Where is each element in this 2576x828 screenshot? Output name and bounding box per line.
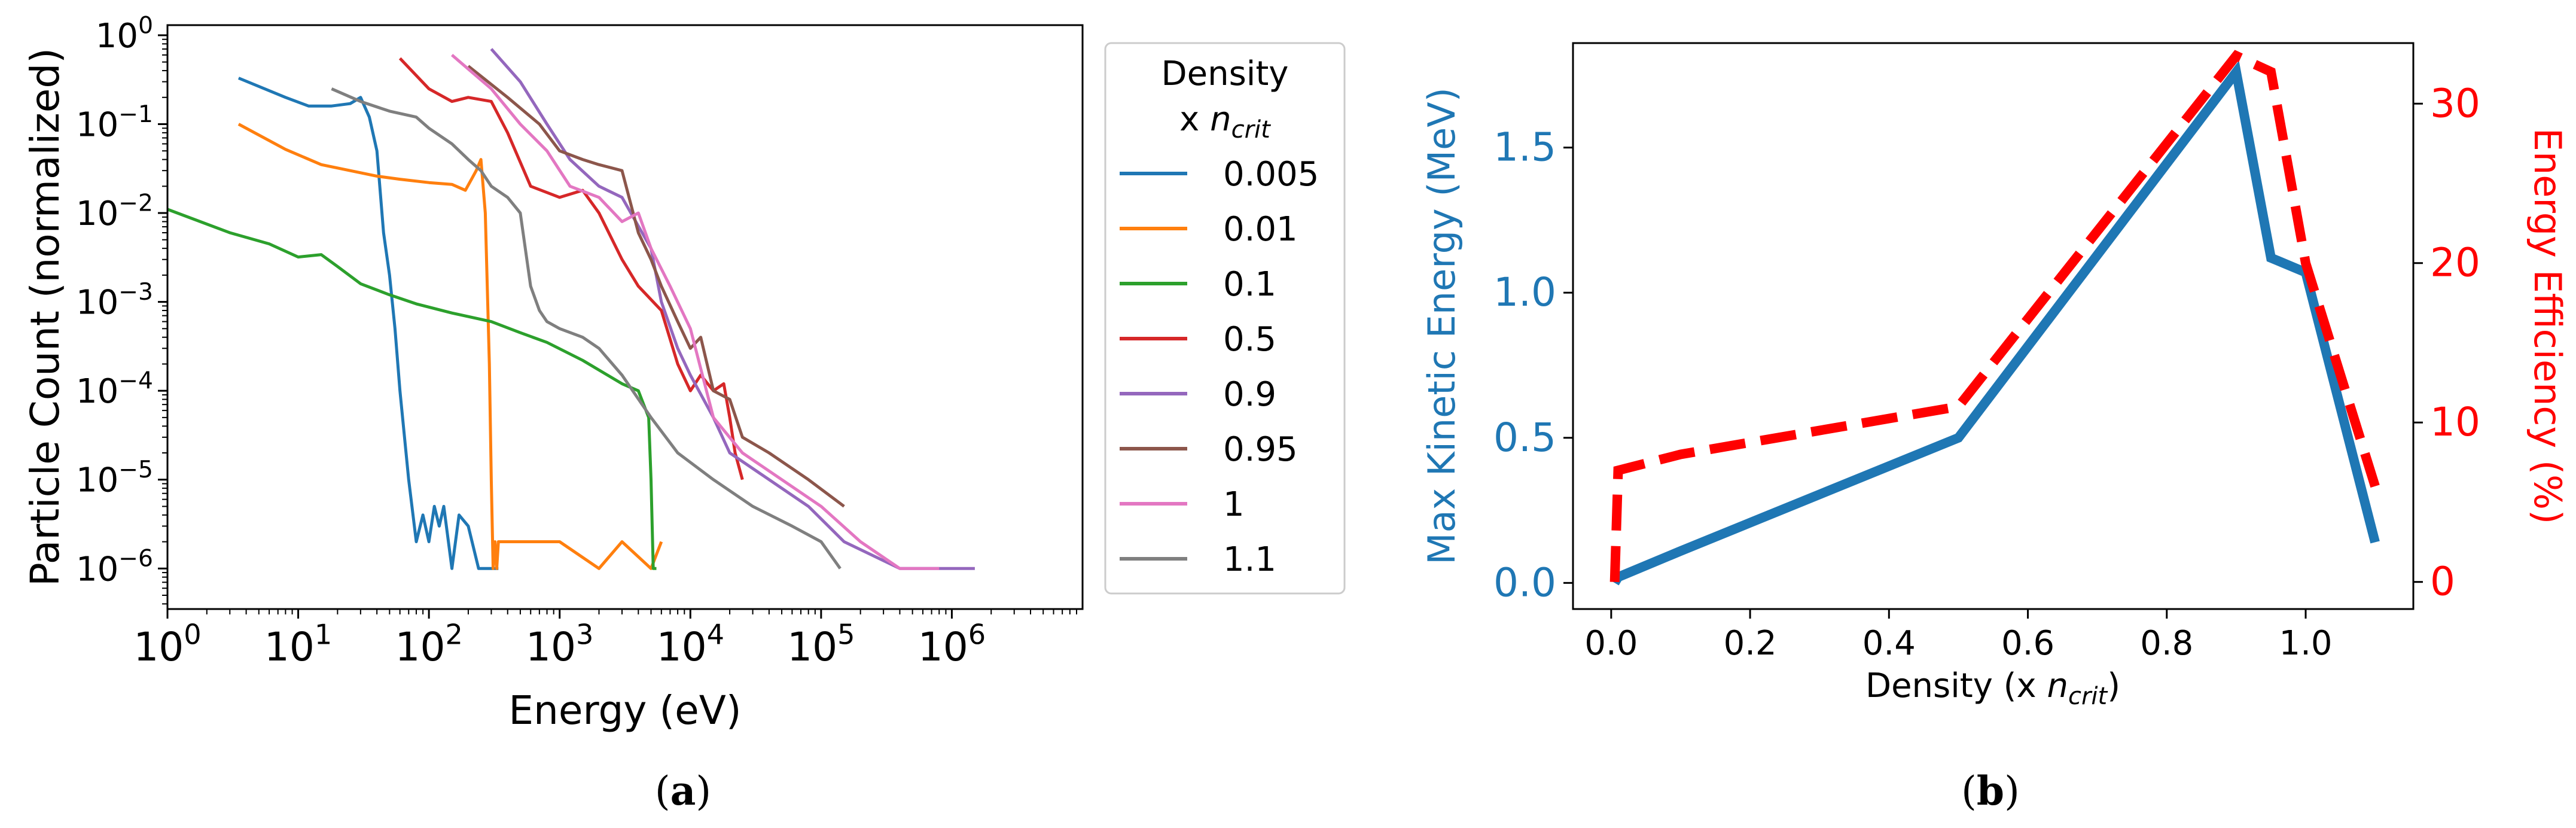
series-line-0.01 xyxy=(237,123,663,570)
b-x-tick-label: 0.0 xyxy=(1584,624,1638,663)
b-x-tick-label: 0.8 xyxy=(2140,624,2193,663)
legend-title-var: n xyxy=(1210,100,1231,139)
panel-b-xlabel: Density (x ncrit) xyxy=(1865,666,2120,710)
panel-b-label: (b) xyxy=(1961,768,2020,814)
series-line-0.95 xyxy=(467,65,845,508)
panel-b-xlabel-prefix: Density (x xyxy=(1865,666,2047,705)
panel-a-label: (a) xyxy=(655,768,711,814)
y-tick-label: 100 xyxy=(96,12,153,56)
series-line-0.005 xyxy=(237,77,499,570)
b-y-left-tick-label: 0.0 xyxy=(1493,559,1556,605)
b-y-left-tick-label: 1.0 xyxy=(1493,269,1556,315)
y-tick-label: 10−1 xyxy=(76,101,153,145)
y-tick-label: 10−6 xyxy=(76,546,153,589)
y-tick-label: 10−5 xyxy=(76,456,153,500)
legend-label-0.01: 0.01 xyxy=(1223,210,1298,249)
legend-label-1: 1 xyxy=(1223,485,1245,524)
b-x-tick-label: 0.2 xyxy=(1724,624,1777,663)
panel-b-series xyxy=(1609,50,2380,586)
y-tick-label: 10−3 xyxy=(76,279,153,322)
b-x-tick-label: 0.4 xyxy=(1862,624,1916,663)
legend-label-0.9: 0.9 xyxy=(1223,375,1276,414)
legend-title-prefix: x xyxy=(1179,100,1210,139)
x-tick-label: 104 xyxy=(657,618,724,670)
panel-b-label-letter: b xyxy=(1977,768,2004,814)
panel-a-label-letter: a xyxy=(670,768,696,814)
y-tick-label: 10−2 xyxy=(76,190,153,234)
panel-a-xlabel: Energy (eV) xyxy=(508,687,741,733)
x-tick-label: 105 xyxy=(787,618,855,670)
y-tick-label: 10−4 xyxy=(76,368,153,412)
legend-title-line1: Density xyxy=(1162,54,1289,93)
x-tick-label: 106 xyxy=(918,618,986,670)
b-y-right-tick-label: 10 xyxy=(2430,399,2480,445)
panel-a-axes-frame xyxy=(166,24,1084,610)
panel-a-label-close: ) xyxy=(696,768,711,814)
b-y-right-tick-label: 30 xyxy=(2430,80,2480,126)
panel-a-legend-frame xyxy=(1104,42,1346,595)
panel-b-axes-frame xyxy=(1572,42,2415,610)
panel-b-xlabel-sub: crit xyxy=(2068,683,2108,710)
x-tick-label: 101 xyxy=(264,618,332,670)
panel-a-legend: Density x ncrit 0.005 0.01 0.1 0.5 0.9 0.95 1 1… xyxy=(1104,42,1346,595)
panel-a-label-open: ( xyxy=(655,768,670,814)
legend-label-0.95: 0.95 xyxy=(1223,430,1298,469)
x-tick-label: 100 xyxy=(133,618,201,670)
panel-a-ylabel: Particle Count (normalized) xyxy=(22,48,68,586)
legend-label-0.5: 0.5 xyxy=(1223,320,1276,359)
b-y-left-tick-label: 1.5 xyxy=(1493,124,1556,171)
legend-title-line2: x ncrit xyxy=(1179,100,1271,144)
b-y-right-tick-label: 20 xyxy=(2430,240,2480,286)
b-x-tick-label: 1.0 xyxy=(2279,624,2332,663)
x-tick-label: 102 xyxy=(395,618,462,670)
series-line-0.5 xyxy=(398,57,744,480)
panel-b-label-open: ( xyxy=(1961,768,1977,814)
series-line-max-kinetic-energy xyxy=(1610,60,2380,586)
panel-b: 0.0 0.2 0.4 0.6 0.8 1.0 0.0 0.5 1.0 1.5 0 10 20 30 De… xyxy=(1420,42,2569,814)
panel-b-xlabel-suffix: ) xyxy=(2107,666,2120,705)
panel-a-series xyxy=(167,48,975,570)
legend-label-1.1: 1.1 xyxy=(1223,540,1276,579)
b-x-tick-label: 0.6 xyxy=(2001,624,2054,663)
panel-b-ylabel-right: Energy Efficiency (%) xyxy=(2526,128,2569,524)
b-y-left-tick-label: 0.5 xyxy=(1493,415,1556,461)
panel-b-ylabel-left: Max Kinetic Energy (MeV) xyxy=(1420,87,1464,565)
series-line-1.1 xyxy=(331,87,842,570)
panel-b-label-close: ) xyxy=(2004,768,2020,814)
panel-a: 100 101 102 103 104 105 106 10−6 10−5 10−4 10−3 10−… xyxy=(22,12,1346,814)
legend-label-0.1: 0.1 xyxy=(1223,265,1276,304)
b-y-right-tick-label: 0 xyxy=(2430,559,2455,605)
panel-b-xlabel-var: n xyxy=(2047,666,2068,705)
series-line-1 xyxy=(450,54,940,570)
legend-label-0.005: 0.005 xyxy=(1223,155,1319,194)
x-tick-label: 103 xyxy=(526,618,593,670)
legend-title-sub: crit xyxy=(1231,116,1272,144)
series-line-energy-efficiency xyxy=(1609,50,2380,582)
